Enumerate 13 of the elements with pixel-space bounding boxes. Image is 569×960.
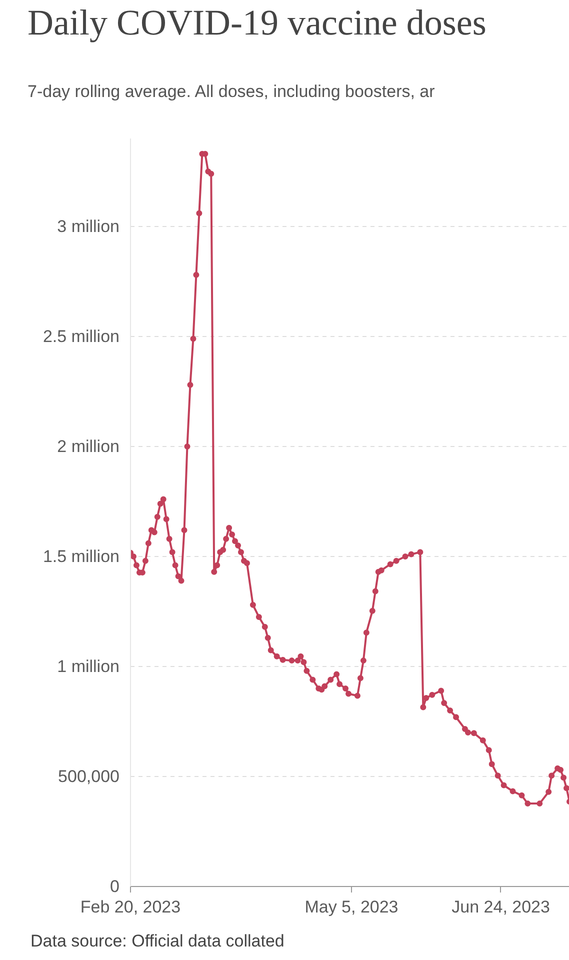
chart-subtitle: 7-day rolling average. All doses, including boosters, ar bbox=[28, 82, 436, 101]
x-tick-label: May 5, 2023 bbox=[304, 898, 398, 916]
x-tick-label: Jun 24, 2023 bbox=[452, 898, 550, 916]
y-tick-label: 1 million bbox=[57, 657, 120, 676]
y-tick-label: 1.5 million bbox=[42, 547, 120, 566]
y-tick-label: 2 million bbox=[57, 437, 120, 456]
source-note: Data source: Official data collated bbox=[30, 932, 284, 950]
y-tick-label: 2.5 million bbox=[42, 327, 120, 346]
x-tick-label: Feb 20, 2023 bbox=[80, 898, 181, 916]
y-tick-label: 500,000 bbox=[58, 767, 120, 786]
y-tick-label: 3 million bbox=[57, 217, 120, 236]
chart-title: Daily COVID-19 vaccine doses bbox=[28, 2, 486, 42]
y-tick-label: 0 bbox=[110, 877, 120, 896]
